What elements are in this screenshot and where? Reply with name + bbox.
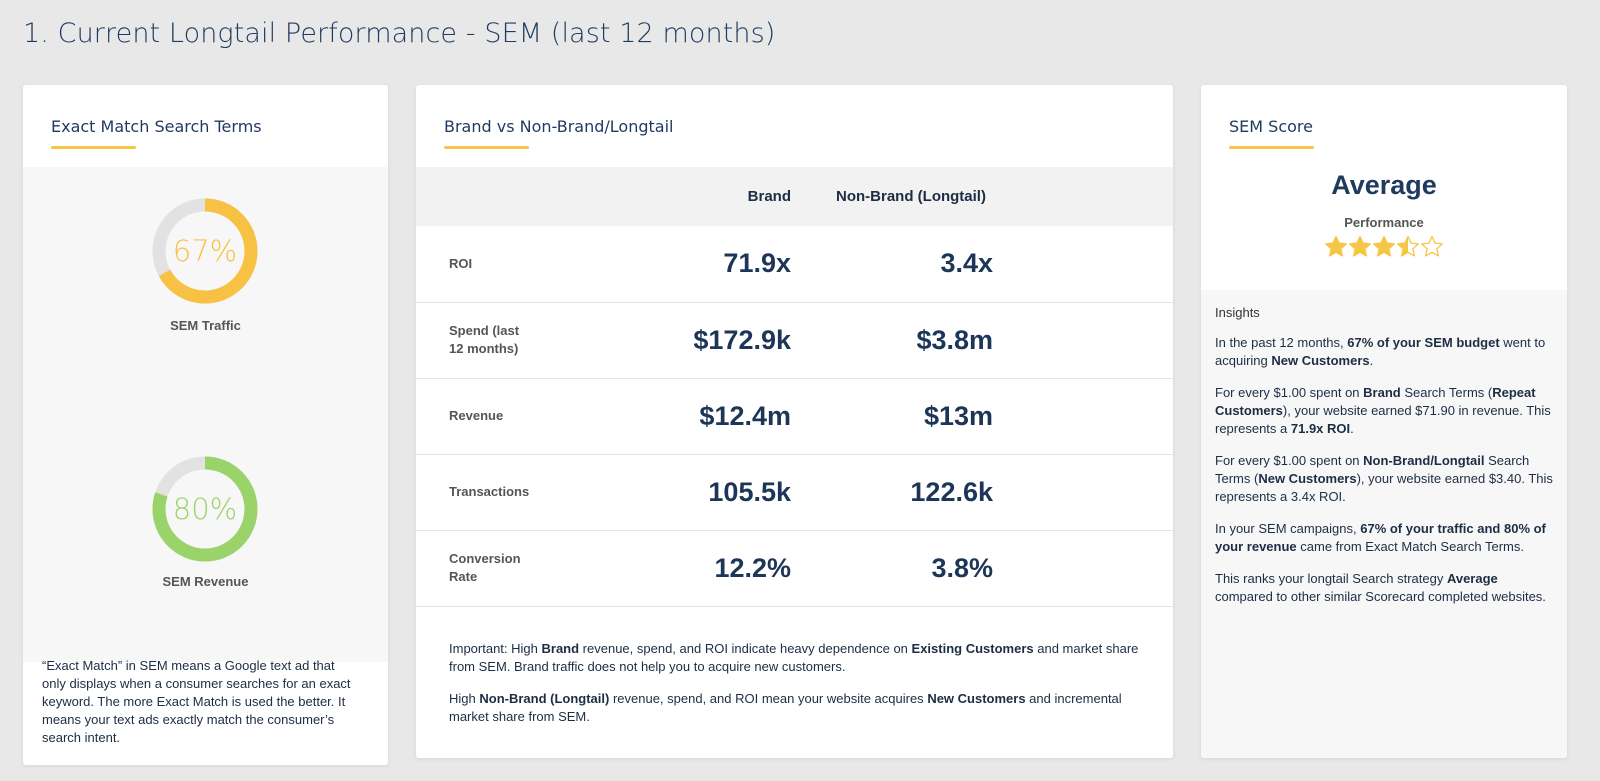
sem-traffic-donut: 67% xyxy=(151,197,259,305)
insight-5: This ranks your longtail Search strategy… xyxy=(1215,571,1546,604)
title-underline xyxy=(51,146,136,149)
star-rating xyxy=(1201,235,1567,259)
metric-label: Revenue xyxy=(416,378,611,455)
row-spacer xyxy=(1031,226,1173,303)
sem-traffic-section: 67% SEM Traffic xyxy=(23,167,388,402)
insights-title: Insights xyxy=(1215,305,1260,320)
row-spacer xyxy=(1031,530,1173,607)
brand-vs-nonbrand-card: Brand vs Non-Brand/Longtail Brand Non-Br… xyxy=(416,85,1173,758)
row-spacer xyxy=(1031,302,1173,379)
nonbrand-value: 3.4x xyxy=(791,226,1031,303)
star-icon xyxy=(1397,235,1419,257)
sem-revenue-section: 80% SEM Revenue xyxy=(23,402,388,662)
star-icon xyxy=(1325,235,1347,257)
row-spacer xyxy=(1031,378,1173,455)
brand-notes: Important: High Brand revenue, spend, an… xyxy=(416,607,1173,726)
insights-panel: Insights In the past 12 months, 67% of y… xyxy=(1201,290,1567,758)
table-row: Spend (last 12 months) $172.9k $3.8m xyxy=(416,302,1173,379)
card-title: Exact Match Search Terms xyxy=(51,117,262,136)
insight-4: In your SEM campaigns, 67% of your traff… xyxy=(1215,521,1546,554)
metric-label: Spend (last 12 months) xyxy=(416,302,611,379)
table-row: Conversion Rate 12.2% 3.8% xyxy=(416,530,1173,607)
insight-3: For every $1.00 spent on Non-Brand/Longt… xyxy=(1215,453,1553,504)
metric-label: Conversion Rate xyxy=(416,530,611,607)
header-empty xyxy=(416,167,611,226)
metrics-table: Brand Non-Brand (Longtail) ROI 71.9x 3.4x S… xyxy=(416,167,1173,607)
title-underline xyxy=(1229,146,1314,149)
brand-value: $172.9k xyxy=(611,302,791,379)
table-row: ROI 71.9x 3.4x xyxy=(416,226,1173,303)
exact-match-note: “Exact Match” in SEM means a Google text… xyxy=(42,658,351,745)
brand-value: 71.9x xyxy=(611,226,791,303)
table-row: Revenue $12.4m $13m xyxy=(416,378,1173,455)
donut-fill xyxy=(152,456,258,562)
star-icon xyxy=(1421,235,1443,257)
title-underline xyxy=(444,146,529,149)
donut-fill xyxy=(152,198,258,304)
brand-value: $12.4m xyxy=(611,378,791,455)
column-header-brand: Brand xyxy=(611,167,791,226)
score-subtitle: Performance xyxy=(1344,215,1424,230)
nonbrand-value: $13m xyxy=(791,378,1031,455)
table-row: Transactions 105.5k 122.6k xyxy=(416,454,1173,531)
page-title: 1. Current Longtail Performance - SEM (l… xyxy=(23,18,776,49)
header-spacer xyxy=(1031,167,1173,226)
sem-revenue-label: SEM Revenue xyxy=(162,574,249,589)
star-icon xyxy=(1373,235,1395,257)
sem-traffic-label: SEM Traffic xyxy=(170,318,241,333)
table-header-row: Brand Non-Brand (Longtail) xyxy=(416,167,1173,226)
score-rating: Average xyxy=(1331,170,1437,200)
star-icon xyxy=(1349,235,1371,257)
nonbrand-value: 122.6k xyxy=(791,454,1031,531)
card-header: Exact Match Search Terms xyxy=(23,85,388,167)
column-header-nonbrand: Non-Brand (Longtail) xyxy=(791,167,1031,226)
note-nonbrand: High Non-Brand (Longtail) revenue, spend… xyxy=(449,690,1122,724)
card-title: SEM Score xyxy=(1229,117,1313,136)
sem-traffic-percent: 67% xyxy=(172,234,238,268)
row-spacer xyxy=(1031,454,1173,531)
metric-label: ROI xyxy=(416,226,611,303)
metric-label: Transactions xyxy=(416,454,611,531)
exact-match-card: Exact Match Search Terms 67% SEM Traffic… xyxy=(23,85,388,765)
card-header: Brand vs Non-Brand/Longtail xyxy=(416,85,1173,167)
nonbrand-value: $3.8m xyxy=(791,302,1031,379)
brand-value: 105.5k xyxy=(611,454,791,531)
card-header: SEM Score xyxy=(1201,85,1314,167)
brand-value: 12.2% xyxy=(611,530,791,607)
sem-score-card: SEM Score Average Performance Insights I… xyxy=(1201,85,1567,758)
card-title: Brand vs Non-Brand/Longtail xyxy=(444,117,674,136)
insight-2: For every $1.00 spent on Brand Search Te… xyxy=(1215,385,1551,436)
sem-revenue-percent: 80% xyxy=(172,492,238,526)
nonbrand-value: 3.8% xyxy=(791,530,1031,607)
score-header: SEM Score Average Performance xyxy=(1201,85,1567,290)
note-brand: Important: High Brand revenue, spend, an… xyxy=(449,640,1139,674)
sem-revenue-donut: 80% xyxy=(151,455,259,563)
insight-1: In the past 12 months, 67% of your SEM b… xyxy=(1215,335,1546,368)
